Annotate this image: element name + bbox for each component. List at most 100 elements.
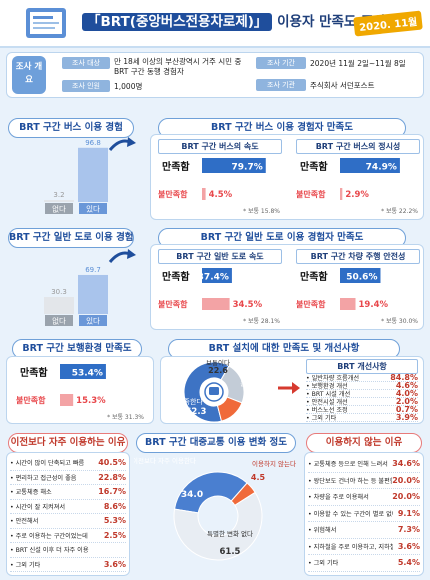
sat-label: 만족함 (162, 270, 190, 283)
bar (78, 274, 108, 314)
list-item-value: 3.9% (395, 413, 418, 422)
bar (44, 200, 74, 202)
s2-right-box: BRT 구간 차량 주행 안전성 (296, 249, 420, 264)
tick-label: 있다 (86, 205, 100, 214)
list-item-label: • 차량을 주로 이용해서 (308, 494, 369, 502)
s2-left-box: BRT 구간 일반 도로 속도 (158, 249, 282, 264)
bus-icon-body (209, 387, 219, 395)
target-value: 만 18세 이상의 부산광역시 거주 시민 중 BRT 구간 동행 경험자 (114, 57, 242, 76)
list-item-label: • 버스노선 조정 (306, 407, 348, 414)
s1-punctuality-chart: 만족함 74.9% 불만족함 2.9% * 보통 22.2% (296, 158, 418, 215)
improve-list: • 일반차량 흐름개선 84.8% • 보행환경 개선 4.6% • BRT 시설 개선… (306, 373, 418, 422)
bar-sat (202, 268, 232, 283)
data-label: 96.8 (85, 140, 101, 147)
page-title: 「BRT(중앙버스전용차로제)」 이용자 만족도 조사 (82, 10, 386, 31)
list-item-value: 40.5% (98, 458, 126, 468)
list-item-value: 9.1% (397, 508, 420, 518)
slice-category: 만족한다 (177, 397, 203, 406)
list-item: • 그외 기타 5.4% (308, 555, 420, 572)
period-label: 조사 기간 (256, 57, 306, 69)
list-item-label: • 그외 기타 (10, 561, 41, 569)
s2-title: BRT 구간 일반 도로 이용 경험 (8, 228, 134, 248)
list-item: • 그외 기타 3.9% (306, 413, 418, 422)
list-item-value: 34.6% (392, 459, 420, 469)
list-item: • 보행환경 개선 4.6% (306, 381, 418, 390)
list-item-value: 4.6% (395, 381, 418, 390)
data-label: 50.6% (346, 273, 377, 283)
data-label: 4.5% (209, 190, 233, 200)
tick-label: 있다 (86, 317, 100, 326)
list-item-label: • 교통체증 해소 (10, 489, 52, 497)
bar-sat (340, 268, 381, 283)
list-item-value: 8.6% (103, 501, 126, 511)
list-item-value: 84.8% (390, 373, 418, 382)
slice-category: 이용하지 않는다 (252, 459, 296, 468)
list-item-label: • 시간이 많이 단축되고 빠름 (10, 460, 85, 468)
list-item-value: 22.8% (98, 472, 126, 482)
list-item: • BRT 신설 이후 더 자주 이용 (10, 543, 126, 558)
s4-left-card (6, 452, 130, 576)
tick-label: 없다 (52, 317, 66, 326)
list-item: • BRT 시설 개선 4.0% (306, 389, 418, 398)
list-item-value: 3.6% (103, 559, 126, 569)
list-item: • 왕단보도 건너야 하는 등 불편함 20.0% (308, 473, 420, 489)
list-item-value: 20.0% (392, 475, 420, 485)
list-item-label: • 그외 기타 (306, 415, 337, 422)
list-item: • 편리하고 접근성이 좋음 22.8% (10, 471, 126, 485)
data-label: 79.7% (232, 163, 263, 173)
data-label: 37.4% (198, 273, 229, 283)
list-item: • 주로 이용하는 구간이었는데 2.5% (10, 529, 126, 543)
s1-left-box: BRT 구간 버스의 속도 (158, 139, 282, 154)
count-label: 조사 인원 (62, 80, 110, 92)
count-value: 1,000명 (114, 82, 143, 91)
unsat-label: 불만족함 (16, 395, 46, 405)
bar-unsat (340, 298, 356, 310)
bar-unsat (202, 188, 206, 200)
bar (78, 147, 108, 202)
unsat-label: 불만족함 (296, 299, 326, 309)
unsat-label: 불만족함 (158, 189, 188, 199)
bar-sat (60, 364, 106, 379)
normal-note: * 보통 15.8% (243, 208, 280, 215)
data-label: 19.4% (359, 300, 389, 310)
list-item-value: 3.6% (397, 541, 420, 551)
s1-speed-chart: 만족함 79.7% 불만족함 4.5% * 보통 15.8% (158, 158, 280, 215)
bar-sat (202, 158, 266, 173)
bar (44, 297, 74, 314)
normal-note: * 보통 28.1% (243, 318, 280, 325)
data-label: 3.2 (53, 191, 64, 199)
slice (216, 396, 243, 422)
list-item: • 지하철을 주로 이용하고, 지하철과 중복되어서3.6% (308, 539, 420, 555)
sat-label: 만족함 (162, 160, 190, 173)
list-item-label: • 교통체증 등으로 인해 느려서 (308, 461, 388, 469)
list-item-label: • 주로 이용하는 구간이었는데 (10, 532, 88, 540)
list-item-label: • 그외 기타 (308, 560, 339, 568)
list-item-value: 4.0% (395, 389, 418, 398)
target-label: 조사 대상 (62, 57, 110, 69)
list-item-value: 16.7% (98, 487, 126, 497)
list-item-value: 2.5% (103, 530, 126, 540)
list-item: • 이용할 수 있는 구간이 별로 없어서 9.1% (308, 506, 420, 522)
list-item-label: • 왕단보도 건너야 하는 등 불편함 (308, 477, 393, 485)
list-item-label: • 보행환경 개선 (306, 383, 348, 390)
list-item: • 교통체증 등으로 인해 느려서 34.6% (308, 456, 420, 473)
overview-label: 조사 개요 (12, 56, 46, 94)
list-item: • 버스노선 조정 0.7% (306, 405, 418, 414)
sat-label: 만족함 (20, 366, 48, 379)
slice-category: 특별한 변화 없다 (207, 529, 253, 538)
list-item-label: • 시간이 잘 지켜져서 (10, 503, 66, 511)
data-label: 34.0 (181, 490, 203, 500)
s4-right-title: 이용하지 않는 이유 (306, 433, 422, 453)
bar-sat (340, 158, 400, 173)
s4-change-donut: 이전보다 자주 이용한다 34.0 이용하지 않는다 4.5 특별한 변화 없다 61.5 (134, 456, 296, 561)
unsat-label: 불만족함 (158, 299, 188, 309)
org-label: 조사 기관 (256, 79, 306, 91)
slice (173, 491, 263, 561)
list-item: • 안전해서 5.3% (10, 514, 126, 529)
list-item: • 차량을 주로 이용해서 20.0% (308, 489, 420, 506)
slice-category: 보통이다 (206, 358, 230, 367)
bar-unsat (60, 394, 74, 406)
tick-bg (45, 203, 73, 214)
normal-note: * 보통 31.3% (107, 414, 144, 421)
bar-unsat (340, 188, 343, 200)
